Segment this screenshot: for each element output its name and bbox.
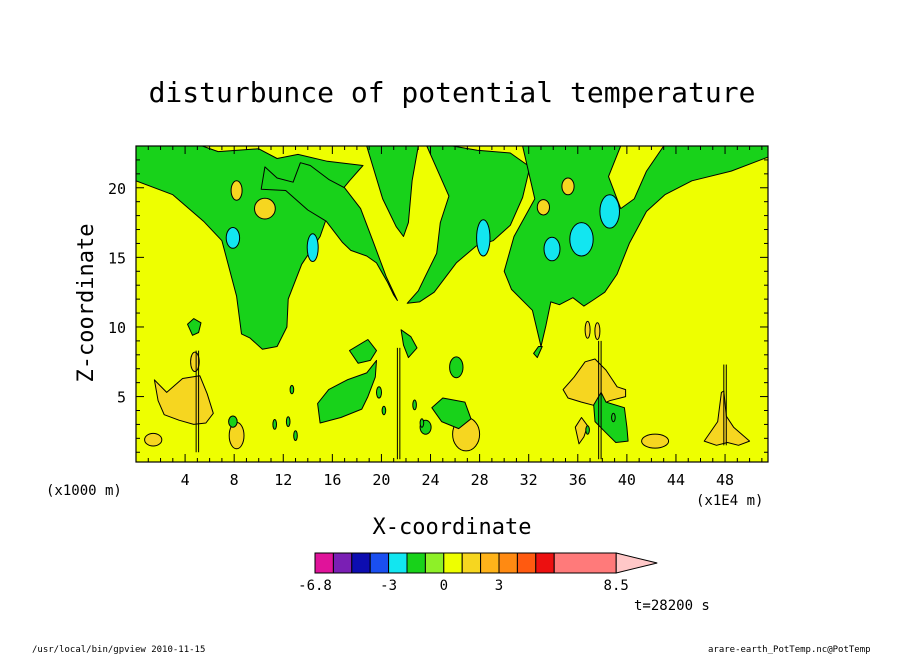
cell-orange-4: [561, 177, 575, 196]
x-tick-label: 40: [618, 471, 636, 489]
speck-10: [611, 412, 616, 423]
region-low-green-5: [593, 391, 629, 443]
speck-6: [419, 418, 425, 428]
speck-5: [412, 399, 417, 411]
contour-field: [136, 146, 768, 462]
x-tick-label: 20: [372, 471, 390, 489]
colorbar-tick-label: -3: [380, 578, 397, 594]
x-ticks: 4 8 12 16 20 24 28 32 36 40 44 48: [135, 146, 763, 489]
region-low-green-2: [349, 339, 377, 364]
cell-cyan-6: [599, 194, 621, 229]
y-tick-label: 20: [108, 180, 126, 198]
colorbar-swatch: [406, 552, 426, 574]
region-low-green-1: [317, 359, 377, 424]
region-left-small: [187, 318, 202, 336]
y-ticks: 5 10 15 20: [108, 145, 768, 453]
x-tick-label: 24: [421, 471, 439, 489]
cell-cyan-5: [569, 222, 594, 257]
speck-8: [289, 384, 295, 395]
colorbar: -6.8 -3 0 3 8.5: [298, 552, 658, 594]
speck-7: [272, 419, 278, 430]
x-axis-label: X-coordinate: [373, 515, 532, 540]
colorbar-extend-arrow: [615, 552, 658, 574]
x-tick-label: 4: [181, 471, 190, 489]
region-center-upper: [366, 146, 419, 237]
x-tick-label: 28: [471, 471, 489, 489]
colorbar-swatch: [480, 552, 500, 574]
time-label: t=28200 s: [634, 598, 710, 614]
region-low-green-6: [533, 346, 543, 359]
colorbar-swatch: [498, 552, 518, 574]
cell-cyan-3: [476, 219, 491, 257]
colorbar-swatch: [553, 552, 617, 574]
y-axis-label: Z-coordinate: [74, 224, 99, 383]
region-right-arm: [406, 146, 531, 304]
colorbar-tick-label: 3: [495, 578, 503, 594]
colorbar-swatch: [314, 552, 334, 574]
cell-orange-1: [230, 180, 243, 201]
footer-right: arare-earth_PotTemp.nc@PotTemp: [708, 645, 871, 654]
cell-orange-14: [584, 320, 591, 339]
colorbar-tick-label: 8.5: [604, 578, 629, 594]
cell-orange-10: [562, 358, 627, 407]
x-scale-label: (x1E4 m): [696, 493, 763, 509]
colorbar-swatch: [461, 552, 482, 574]
cell-green-1: [449, 356, 464, 379]
colorbar-swatch: [443, 552, 463, 574]
x-tick-label: 12: [274, 471, 292, 489]
colorbar-swatch: [351, 552, 371, 574]
plot-frame: [135, 145, 769, 463]
region-low-green-3: [400, 329, 418, 359]
x-tick-label: 32: [520, 471, 538, 489]
speck-1: [285, 416, 291, 428]
speck-2: [293, 430, 298, 442]
y-tick-label: 15: [108, 249, 126, 267]
x-tick-label: 36: [569, 471, 587, 489]
cell-orange-8: [190, 351, 200, 372]
region-left-arm: [260, 162, 398, 301]
x-tick-label: 44: [667, 471, 685, 489]
x-tick-label: 8: [230, 471, 239, 489]
colorbar-swatch: [369, 552, 390, 574]
x-tick-label: 48: [716, 471, 734, 489]
colorbar-tick-label: -6.8: [298, 578, 332, 594]
x-tick-label: 16: [323, 471, 341, 489]
speck-4: [381, 405, 387, 416]
colorbar-swatch: [332, 552, 353, 574]
colorbar-swatch: [535, 552, 555, 574]
speck-9: [585, 425, 590, 435]
cell-orange-2: [254, 197, 276, 220]
colorbar-swatch: [424, 552, 445, 574]
cell-orange-6: [144, 432, 163, 447]
cell-orange-12: [641, 433, 670, 449]
cell-cyan-2: [306, 233, 319, 263]
chart-title: disturbunce of potential temperature: [149, 76, 756, 109]
y-tick-label: 10: [108, 319, 126, 337]
colorbar-tick-label: 0: [440, 578, 448, 594]
cell-cyan-1: [225, 227, 241, 249]
x-unit-label: (x1000 m): [46, 483, 122, 499]
y-tick-label: 5: [117, 389, 126, 407]
cell-cyan-4: [543, 236, 561, 262]
region-upper-right-island: [608, 146, 665, 210]
cell-orange-15: [594, 322, 601, 341]
cell-green-3: [228, 415, 238, 428]
speck-3: [376, 386, 382, 399]
cell-orange-3: [536, 199, 551, 216]
footer-left: /usr/local/bin/gpview 2010-11-15: [32, 645, 205, 654]
colorbar-swatch: [388, 552, 408, 574]
region-upper-right: [503, 146, 768, 347]
region-low-green-4: [431, 397, 472, 430]
colorbar-swatch: [516, 552, 537, 574]
